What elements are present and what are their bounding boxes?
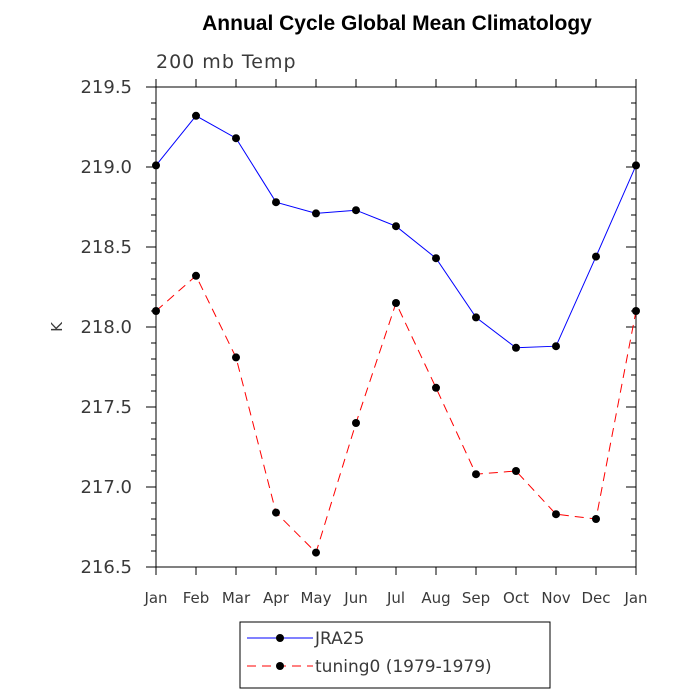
legend-label-tuning0: tuning0 (1979-1979)	[315, 657, 492, 677]
data-point	[632, 307, 640, 315]
legend-marker-jra25	[276, 634, 284, 642]
data-point	[232, 353, 240, 362]
legend-marker-tuning0	[276, 662, 284, 670]
x-tick-label: Jul	[386, 589, 405, 607]
x-tick-label: Oct	[503, 589, 529, 607]
x-tick-label: Aug	[421, 589, 450, 607]
data-point	[392, 299, 400, 307]
series-layer	[152, 111, 640, 557]
data-point	[432, 383, 440, 392]
data-point	[432, 254, 440, 263]
data-point	[472, 313, 480, 322]
y-axis-ticks: 216.5 217.0 217.5 218.0 218.5 219.0 219.5	[80, 77, 636, 578]
x-tick-label: May	[300, 589, 331, 607]
y-tick-label: 217.5	[80, 397, 132, 418]
chart-subtitle: 200 mb Temp	[156, 51, 297, 73]
series-line-0	[155, 115, 637, 349]
data-point	[632, 161, 640, 170]
data-point	[352, 206, 360, 215]
x-tick-label: Sep	[462, 589, 490, 607]
data-point	[192, 271, 200, 280]
data-point	[272, 198, 280, 207]
data-point	[192, 111, 200, 120]
x-tick-label: Jan	[143, 589, 167, 607]
data-point	[512, 467, 520, 475]
legend-box	[239, 621, 551, 689]
data-point	[312, 209, 320, 218]
data-point	[552, 342, 560, 351]
legend: JRA25 tuning0 (1979-1979)	[239, 621, 551, 689]
data-point	[392, 222, 400, 231]
data-point	[312, 548, 320, 557]
series-line-1	[155, 274, 637, 554]
x-tick-label: Nov	[541, 589, 570, 607]
data-point	[592, 515, 600, 523]
data-point	[352, 419, 360, 427]
y-tick-label: 219.5	[80, 77, 132, 98]
x-tick-label: Apr	[263, 589, 290, 607]
y-tick-label: 218.5	[80, 237, 132, 258]
plot-frame	[155, 86, 637, 568]
x-tick-label: Jan	[623, 589, 647, 607]
x-tick-label: Feb	[183, 589, 210, 607]
x-axis-ticks: Jan Feb Mar Apr May Jun Jul Aug Sep Oct Nov Dec Jan	[143, 79, 648, 607]
data-point	[512, 343, 520, 352]
y-tick-label: 219.0	[80, 157, 132, 178]
x-tick-label: Mar	[222, 589, 251, 607]
legend-label-jra25: JRA25	[314, 629, 364, 649]
data-point	[152, 307, 160, 315]
x-tick-label: Dec	[581, 589, 610, 607]
y-tick-label: 218.0	[80, 317, 132, 338]
y-tick-label: 217.0	[80, 477, 132, 498]
data-point	[552, 510, 560, 519]
y-tick-label: 216.5	[80, 557, 132, 578]
data-point	[152, 161, 160, 170]
data-point	[592, 252, 600, 261]
x-tick-label: Jun	[343, 589, 367, 607]
y-axis-label: K	[48, 321, 66, 332]
data-point	[232, 134, 240, 143]
chart-title: Annual Cycle Global Mean Climatology	[202, 12, 592, 35]
data-point	[472, 470, 480, 479]
data-point	[272, 508, 280, 517]
